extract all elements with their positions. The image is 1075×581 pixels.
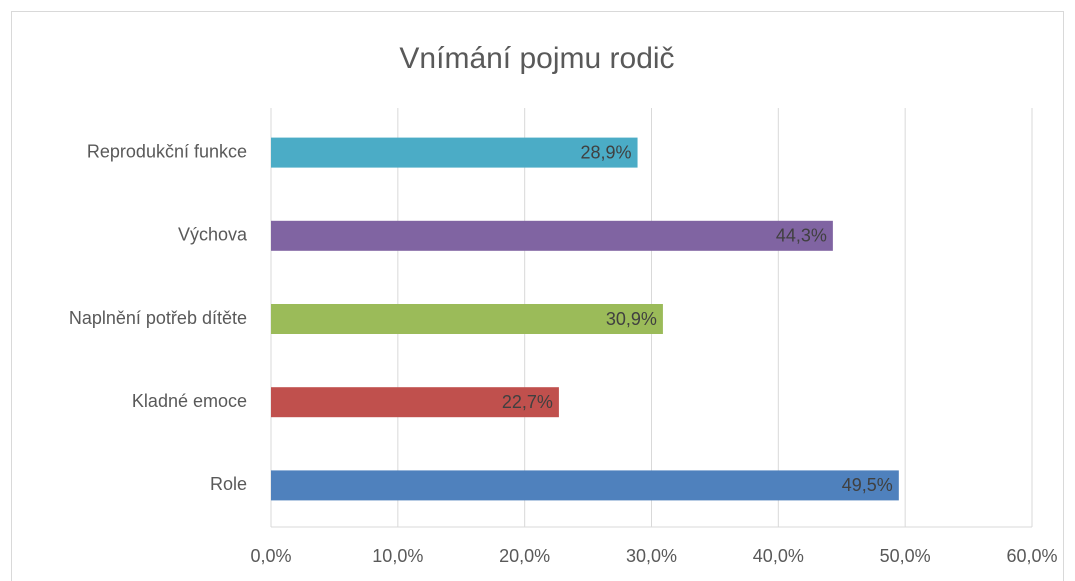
x-tick-label: 40,0%: [753, 546, 804, 566]
x-tick-label: 10,0%: [372, 546, 423, 566]
y-tick-label: Naplnění potřeb dítěte: [69, 308, 247, 328]
y-tick-label: Výchova: [178, 225, 248, 245]
bar: [271, 304, 663, 334]
x-tick-label: 0,0%: [250, 546, 291, 566]
value-label: 49,5%: [842, 475, 893, 495]
x-tick-label: 50,0%: [880, 546, 931, 566]
x-tick-label: 30,0%: [626, 546, 677, 566]
value-label: 28,9%: [581, 142, 632, 162]
bar: [271, 470, 899, 501]
x-tick-label: 60,0%: [1006, 546, 1057, 566]
y-tick-label: Kladné emoce: [132, 391, 247, 411]
value-label: 44,3%: [776, 226, 827, 246]
y-tick-label: Reprodukční funkce: [87, 141, 247, 161]
bar: [271, 387, 559, 418]
bar: [271, 220, 833, 251]
value-label: 22,7%: [502, 392, 553, 412]
bar: [271, 137, 638, 168]
x-tick-label: 20,0%: [499, 546, 550, 566]
chart-title: Vnímání pojmu rodič: [399, 42, 674, 75]
y-tick-label: Role: [210, 474, 247, 494]
value-label: 30,9%: [606, 309, 657, 329]
